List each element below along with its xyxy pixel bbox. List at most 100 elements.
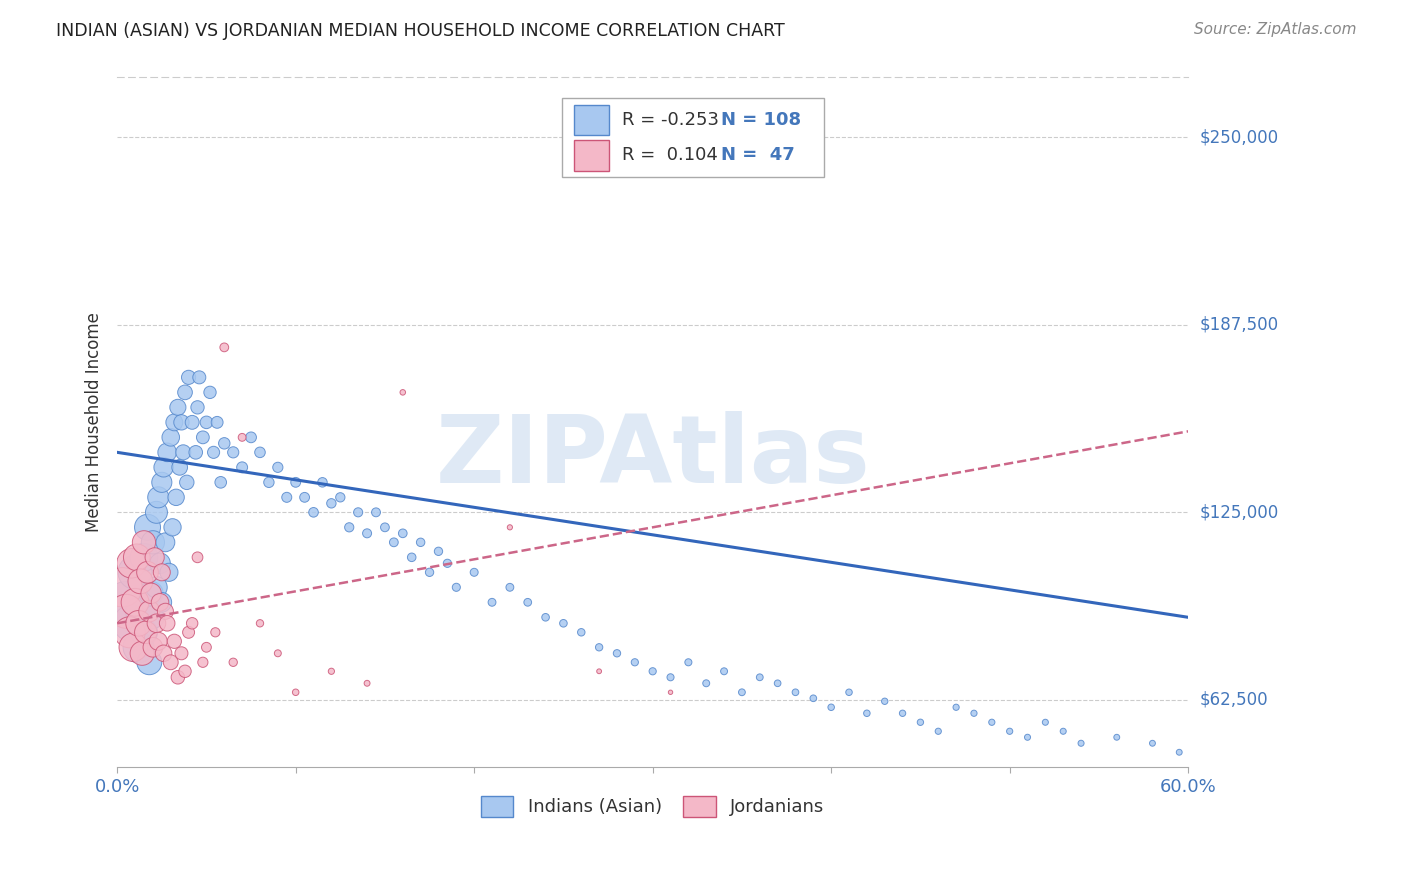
Point: [174, 385, 197, 400]
Point: [678, 655, 700, 669]
FancyBboxPatch shape: [575, 105, 609, 136]
Text: ZIPAtlas: ZIPAtlas: [436, 411, 870, 503]
Text: R =  0.104: R = 0.104: [621, 146, 717, 164]
Point: [1168, 745, 1191, 759]
Point: [624, 655, 647, 669]
Point: [177, 625, 200, 640]
Point: [198, 385, 221, 400]
Point: [142, 610, 165, 624]
Point: [188, 370, 211, 384]
Point: [463, 566, 485, 580]
Point: [891, 706, 914, 721]
Point: [162, 520, 184, 534]
Point: [195, 640, 218, 655]
Point: [152, 646, 174, 660]
Point: [163, 634, 186, 648]
Point: [231, 460, 253, 475]
Point: [321, 496, 343, 510]
Point: [209, 475, 232, 490]
Point: [945, 700, 967, 714]
Point: [138, 655, 160, 669]
Point: [132, 535, 155, 549]
Point: [1070, 736, 1092, 750]
Point: [214, 340, 236, 354]
Point: [169, 460, 191, 475]
Point: [214, 436, 236, 450]
Point: [731, 685, 754, 699]
Point: [172, 445, 194, 459]
Point: [569, 625, 592, 640]
Point: [148, 491, 170, 505]
Point: [820, 700, 842, 714]
Point: [481, 595, 503, 609]
Point: [356, 676, 378, 690]
Point: [499, 580, 522, 594]
Point: [222, 655, 245, 669]
Point: [128, 640, 150, 655]
Point: [139, 586, 162, 600]
Point: [766, 676, 789, 690]
Point: [1052, 724, 1074, 739]
Point: [139, 586, 162, 600]
Point: [149, 595, 172, 609]
Point: [136, 520, 159, 534]
Point: [111, 580, 134, 594]
Point: [118, 625, 141, 640]
Point: [128, 616, 150, 631]
Point: [374, 520, 396, 534]
Point: [125, 550, 148, 565]
Point: [267, 646, 290, 660]
Point: [121, 616, 143, 631]
Point: [115, 595, 138, 609]
Point: [364, 505, 387, 519]
Point: [1035, 715, 1057, 730]
Point: [145, 505, 167, 519]
Point: [927, 724, 949, 739]
Point: [167, 401, 190, 415]
Point: [347, 505, 370, 519]
Point: [204, 625, 226, 640]
Point: [174, 665, 197, 679]
Point: [167, 670, 190, 684]
Point: [122, 640, 145, 655]
FancyBboxPatch shape: [561, 98, 824, 178]
Point: [1105, 731, 1128, 745]
Point: [231, 430, 253, 444]
Point: [142, 640, 165, 655]
Point: [181, 616, 204, 631]
Point: [159, 430, 181, 444]
Point: [143, 550, 166, 565]
Point: [157, 566, 180, 580]
Point: [240, 430, 263, 444]
Point: [249, 616, 271, 631]
Point: [249, 445, 271, 459]
Point: [159, 655, 181, 669]
Point: [149, 557, 172, 571]
Text: Source: ZipAtlas.com: Source: ZipAtlas.com: [1194, 22, 1357, 37]
Point: [337, 520, 360, 534]
Point: [267, 460, 290, 475]
Point: [302, 505, 325, 519]
Point: [284, 685, 307, 699]
FancyBboxPatch shape: [575, 140, 609, 170]
Point: [998, 724, 1021, 739]
Point: [170, 415, 193, 429]
Text: $250,000: $250,000: [1199, 128, 1278, 146]
Point: [191, 430, 214, 444]
Point: [222, 445, 245, 459]
Point: [329, 491, 352, 505]
Point: [136, 566, 159, 580]
Point: [155, 604, 177, 618]
Point: [129, 604, 152, 618]
Point: [534, 610, 557, 624]
Point: [132, 550, 155, 565]
Point: [382, 535, 405, 549]
Text: N = 108: N = 108: [721, 112, 801, 129]
Point: [1142, 736, 1164, 750]
Point: [606, 646, 628, 660]
Point: [436, 557, 458, 571]
Point: [145, 616, 167, 631]
Point: [801, 691, 824, 706]
Point: [205, 415, 228, 429]
Point: [276, 491, 298, 505]
